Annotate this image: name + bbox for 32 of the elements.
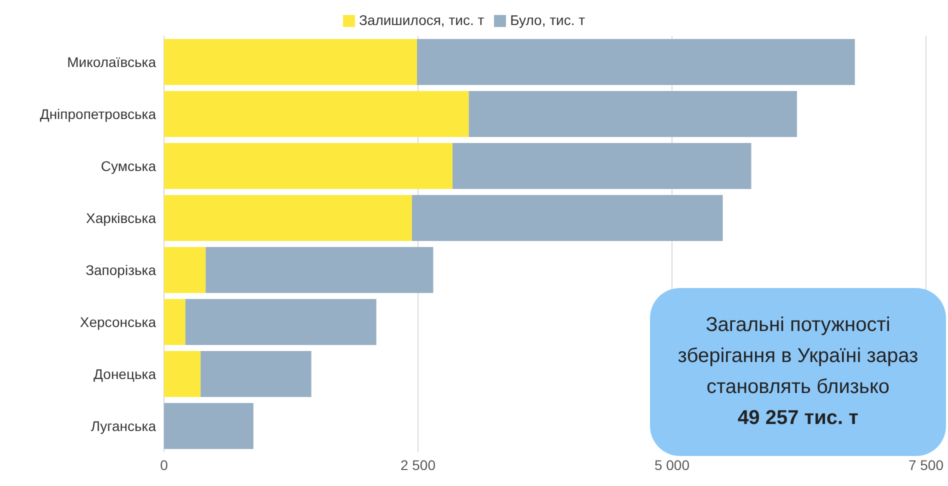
annotation: 49 257 тис. т (736, 406, 860, 431)
y-tick-label: Донецька (94, 366, 156, 382)
annotation: Загальні потужності зберігання в Україні зараз становлять близько (676, 313, 920, 400)
x-tick-label: 0 (160, 456, 168, 473)
bar (468, 91, 797, 137)
x-tick-label: 2 500 (400, 456, 436, 473)
bar (164, 143, 453, 189)
x-tick-label: 5 000 (654, 456, 690, 473)
legend-label: Залишилося, тис. т (358, 12, 484, 28)
bar (164, 403, 254, 449)
callout-box: Загальні потужності зберігання в Україні зараз становлять близько 49 257 тис. т (650, 288, 946, 456)
y-tick-label: Луганська (90, 418, 156, 434)
bar (164, 91, 469, 137)
bar (416, 39, 855, 85)
y-tick-label: Дніпропетровська (40, 106, 156, 122)
bar (412, 195, 723, 241)
bar (164, 299, 186, 345)
bar (206, 247, 434, 293)
bar (185, 299, 376, 345)
bar (164, 195, 412, 241)
bar (452, 143, 752, 189)
y-tick-label: Запорізька (86, 262, 156, 278)
bar (164, 39, 417, 85)
y-tick-label: Миколаївська (67, 54, 156, 70)
y-tick-label: Сумська (100, 158, 156, 174)
y-tick-label: Херсонська (80, 314, 156, 330)
bar (200, 351, 312, 397)
bar (164, 351, 201, 397)
bar (164, 247, 206, 293)
y-tick-label: Харківська (86, 210, 156, 226)
x-tick-label: 7 500 (908, 456, 944, 473)
legend-label: Було, тис. т (510, 12, 586, 28)
